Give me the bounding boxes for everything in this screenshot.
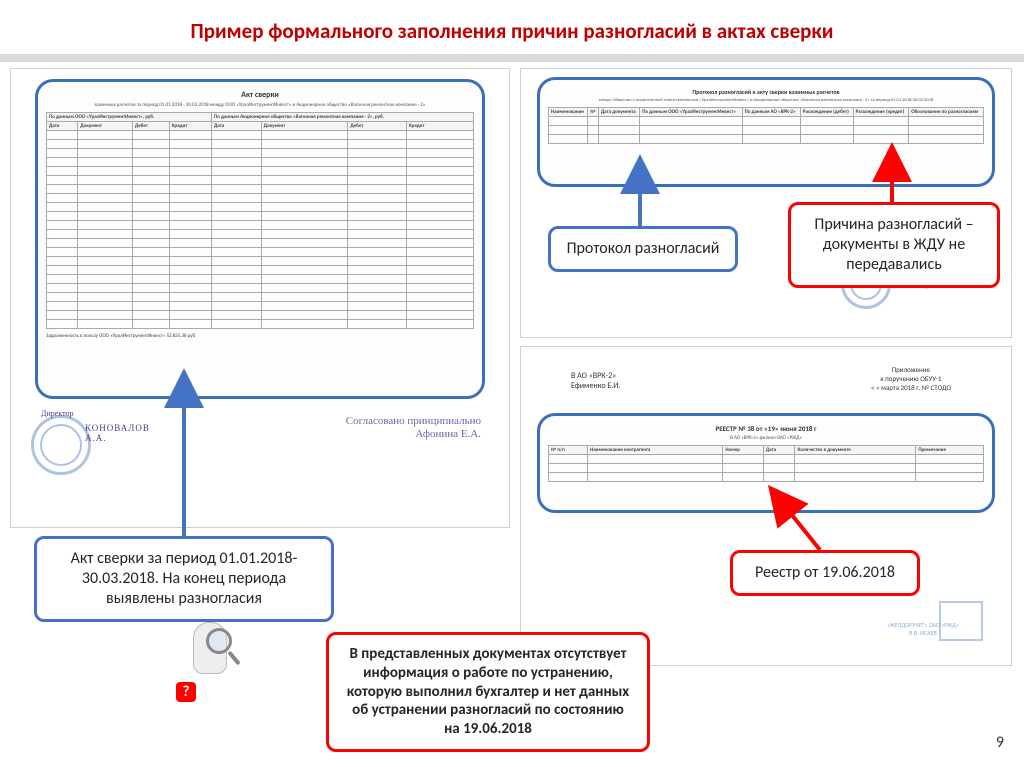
protocol-subtitle: между Общество с ограниченной ответствен… xyxy=(548,98,984,103)
doc-akt-subtitle: взаимных расчетов за период 01.01.2018 -… xyxy=(46,102,474,108)
callout-akt: Акт сверки за период 01.01.2018-30.03.20… xyxy=(34,536,334,622)
content-area: Акт сверки взаимных расчетов за период 0… xyxy=(0,62,1024,762)
protocol-title: Протокол разногласий к акту сверки взаим… xyxy=(548,88,984,96)
callout-registry: Реестр от 19.06.2018 xyxy=(730,550,920,596)
doc-protocol: Протокол разногласий к акту сверки взаим… xyxy=(537,77,995,187)
signer-right: Афонина Е.А. xyxy=(346,428,481,441)
panel-registry: В АО «ВРК-2» Ефименко Е.И. Приложение к … xyxy=(520,346,1012,666)
reestr-sub: В АО «ВРК-2» филиал ОАО «РЖД» xyxy=(548,435,984,441)
saldo-line: Задолженность в пользу ООО «УралИнструме… xyxy=(46,333,474,339)
panel-akt-sverki: Акт сверки взаимных расчетов за период 0… xyxy=(10,68,510,528)
stamp-icon xyxy=(31,415,91,475)
doc-registry: РЕЕСТР № 38 от «19» июня 2018 г В АО «ВР… xyxy=(537,413,995,513)
callout-bottom: В представленных документах отсутствует … xyxy=(326,632,650,752)
doc-akt-title: Акт сверки xyxy=(46,90,474,100)
br-right-block: Приложение к поручению ОБУУ-1 « » марта … xyxy=(871,365,951,392)
inspector-icon: ? xyxy=(180,622,240,702)
director-name: КОНОВАЛОВ А.А. xyxy=(85,423,150,443)
director-label: Директор xyxy=(41,409,73,418)
br-left-block: В АО «ВРК-2» Ефименко Е.И. xyxy=(571,371,620,391)
page-number: 9 xyxy=(996,733,1004,752)
page-title: Пример формального заполнения причин раз… xyxy=(0,0,1024,54)
handwriting-1: Согласовано принципиально xyxy=(346,415,481,428)
divider-bar xyxy=(0,54,1024,62)
callout-protocol: Протокол разногласий xyxy=(548,226,738,272)
reestr-title: РЕЕСТР № 38 от «19» июня 2018 г xyxy=(548,424,984,433)
akt-table: По данным ООО «УралИнструментИнвест», ру… xyxy=(46,112,474,329)
doc-akt-sverki: Акт сверки взаимных расчетов за период 0… xyxy=(35,79,485,399)
reestr-table: № п/пНаименование контрагентаНомерДатаКо… xyxy=(548,445,984,482)
rect-stamp-text: «ЖЕЛДОРУЧЕТ» ОАО «РЖД» В.В. ИСАЕВ xyxy=(863,621,983,637)
callout-reason: Причина разногласий – документы в ЖДУ не… xyxy=(788,202,1000,288)
protocol-table: Наименование№Дата документаПо данным ООО… xyxy=(548,107,984,144)
